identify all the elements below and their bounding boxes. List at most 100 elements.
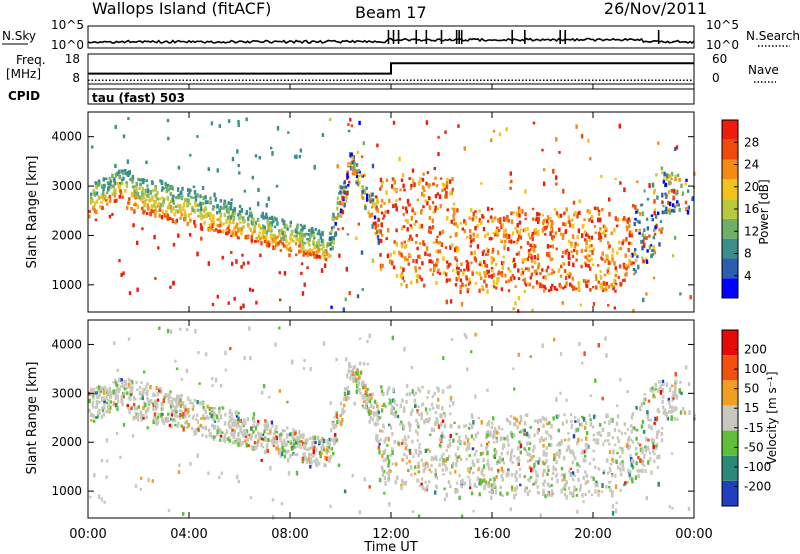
power-cell-1969 xyxy=(568,282,572,287)
velocity-cell-556 xyxy=(490,467,493,472)
velocity-cell-911 xyxy=(368,485,371,489)
power-cell-535 xyxy=(653,208,656,211)
velocity-cell-2055 xyxy=(361,380,365,385)
velocity-cell-1250 xyxy=(631,479,634,484)
power-cell-753 xyxy=(299,242,302,247)
power-cell-1639 xyxy=(131,178,134,184)
nave-tick-bottom: 0 xyxy=(712,71,720,85)
power-cell-1760 xyxy=(561,301,564,305)
velocity-cell-681 xyxy=(641,419,645,424)
power-cell-598 xyxy=(524,189,527,194)
velocity-cell-733 xyxy=(563,438,567,442)
velocity-cell-1214 xyxy=(344,357,348,362)
velocity-cell-852 xyxy=(424,480,427,484)
power-cell-879 xyxy=(517,206,521,211)
freq-label-line1: Freq. xyxy=(16,53,46,67)
power-colorbar-label-6: 4 xyxy=(744,269,752,283)
velocity-ytick-label-1: 2000 xyxy=(51,435,82,449)
power-cell-1294 xyxy=(657,211,660,216)
velocity-cell-493 xyxy=(304,456,307,461)
power-cell-836 xyxy=(418,266,421,270)
power-cell-962 xyxy=(376,197,379,202)
power-cell-2120 xyxy=(383,202,386,205)
power-cell-1296 xyxy=(112,184,115,189)
velocity-cell-1187 xyxy=(493,477,496,482)
power-cell-706 xyxy=(417,181,421,186)
power-cell-1108 xyxy=(472,211,475,217)
velocity-cell-49 xyxy=(341,407,344,410)
power-cell-1280 xyxy=(228,228,231,234)
power-cell-1967 xyxy=(674,177,677,182)
velocity-cell-1006 xyxy=(673,392,677,397)
power-cell-1376 xyxy=(525,267,528,270)
power-cell-1326 xyxy=(151,181,154,186)
velocity-cell-1008 xyxy=(585,479,589,483)
velocity-cell-1938 xyxy=(501,477,504,482)
velocity-cell-1777 xyxy=(165,420,168,424)
velocity-cell-1979 xyxy=(414,472,417,476)
velocity-cell-703 xyxy=(357,382,360,387)
velocity-cell-1274 xyxy=(452,401,455,406)
power-cell-1998 xyxy=(608,197,611,202)
velocity-cell-832 xyxy=(573,485,576,491)
velocity-cell-711 xyxy=(627,468,630,474)
power-cell-1375 xyxy=(237,119,240,124)
velocity-cell-649 xyxy=(476,431,480,435)
velocity-cell-2110 xyxy=(223,439,226,444)
power-cell-1957 xyxy=(343,203,346,208)
power-cell-265 xyxy=(124,169,127,172)
power-cell-23 xyxy=(88,210,91,213)
velocity-cell-1376 xyxy=(115,391,118,396)
power-cell-1484 xyxy=(100,193,104,199)
velocity-cell-1533 xyxy=(122,394,125,399)
power-cell-1983 xyxy=(481,287,485,292)
velocity-cell-1868 xyxy=(493,485,496,489)
power-cell-1893 xyxy=(673,209,676,213)
power-cell-1134 xyxy=(366,193,369,197)
velocity-cell-2041 xyxy=(156,398,160,402)
velocity-cell-481 xyxy=(479,478,482,482)
power-cell-95 xyxy=(344,199,348,203)
power-cell-367 xyxy=(154,212,157,218)
velocity-cell-666 xyxy=(523,475,526,478)
power-cell-2115 xyxy=(361,185,365,190)
velocity-cell-739 xyxy=(351,473,354,478)
velocity-cell-1104 xyxy=(554,475,558,478)
power-cell-20 xyxy=(229,203,233,208)
velocity-cell-1222 xyxy=(315,462,318,467)
velocity-cell-1481 xyxy=(216,429,219,435)
velocity-cell-1277 xyxy=(131,385,134,391)
power-cell-810 xyxy=(486,232,489,236)
power-cell-104 xyxy=(270,146,273,150)
power-cell-2062 xyxy=(455,258,459,263)
power-cell-1459 xyxy=(248,214,251,218)
velocity-cell-1379 xyxy=(550,477,554,481)
velocity-cell-454 xyxy=(392,406,395,411)
power-cell-1973 xyxy=(518,214,521,218)
velocity-cell-1000 xyxy=(388,423,391,427)
velocity-cell-1658 xyxy=(213,435,216,439)
velocity-cell-1694 xyxy=(656,466,660,469)
velocity-cell-1061 xyxy=(158,326,161,331)
power-cell-1776 xyxy=(90,192,93,197)
velocity-cell-324 xyxy=(182,416,185,419)
power-cell-1390 xyxy=(125,183,129,188)
noise-series xyxy=(87,30,695,45)
velocity-cell-1083 xyxy=(116,383,120,387)
velocity-cell-1661 xyxy=(270,420,274,425)
velocity-cell-69 xyxy=(558,453,561,459)
velocity-cell-542 xyxy=(479,481,482,486)
power-cell-1120 xyxy=(641,256,644,260)
velocity-cell-1219 xyxy=(203,417,206,421)
power-cell-136 xyxy=(500,261,504,266)
power-cell-1855 xyxy=(336,164,339,169)
power-cell-2086 xyxy=(492,257,495,262)
power-cell-1129 xyxy=(457,271,460,276)
power-cell-1018 xyxy=(454,283,458,287)
velocity-cell-1355 xyxy=(155,421,159,426)
velocity-cell-1918 xyxy=(299,433,302,438)
power-cell-522 xyxy=(521,270,525,275)
velocity-cell-1064 xyxy=(655,442,658,447)
velocity-cell-1991 xyxy=(178,402,181,406)
velocity-cell-949 xyxy=(282,438,286,443)
